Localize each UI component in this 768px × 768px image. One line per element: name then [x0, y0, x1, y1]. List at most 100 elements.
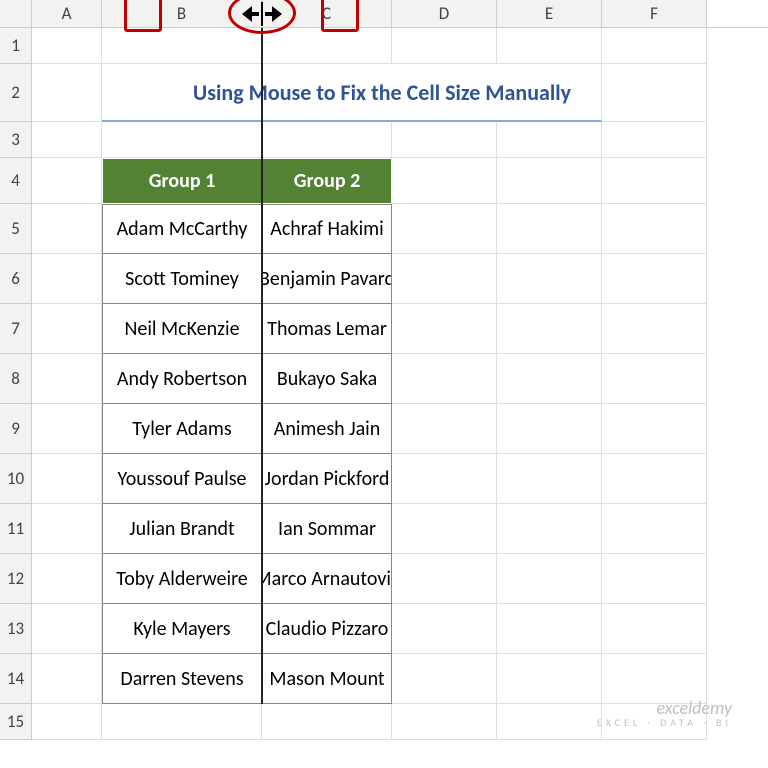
cell-D15[interactable] — [392, 704, 497, 740]
cell-D4[interactable] — [392, 158, 497, 204]
column-resize-line[interactable] — [261, 28, 263, 704]
cell-E14[interactable] — [497, 654, 602, 704]
cell-D3[interactable] — [392, 122, 497, 158]
cell-B2[interactable]: Using Mouse to Fix the Cell Size Manuall… — [102, 64, 262, 122]
cell-F3[interactable] — [602, 122, 707, 158]
cell-E13[interactable] — [497, 604, 602, 654]
cell-B7[interactable]: Neil McKenzie — [102, 304, 262, 354]
row-header-9[interactable]: 9 — [0, 404, 32, 454]
cell-D12[interactable] — [392, 554, 497, 604]
cell-D7[interactable] — [392, 304, 497, 354]
row-header-14[interactable]: 14 — [0, 654, 32, 704]
cell-A13[interactable] — [32, 604, 102, 654]
cell-A3[interactable] — [32, 122, 102, 158]
cell-E3[interactable] — [497, 122, 602, 158]
cell-C13[interactable]: Claudio Pizzaro — [262, 604, 392, 654]
cell-A15[interactable] — [32, 704, 102, 740]
cell-A4[interactable] — [32, 158, 102, 204]
cell-D11[interactable] — [392, 504, 497, 554]
cell-B3[interactable] — [102, 122, 262, 158]
cell-B4[interactable]: Group 1 — [102, 158, 262, 204]
cell-D9[interactable] — [392, 404, 497, 454]
row-header-13[interactable]: 13 — [0, 604, 32, 654]
col-header-a[interactable]: A — [32, 0, 102, 27]
row-header-3[interactable]: 3 — [0, 122, 32, 158]
cell-F2[interactable] — [602, 64, 707, 122]
row-header-6[interactable]: 6 — [0, 254, 32, 304]
row-header-10[interactable]: 10 — [0, 454, 32, 504]
cell-E6[interactable] — [497, 254, 602, 304]
cell-C2[interactable] — [262, 64, 392, 122]
cell-E1[interactable] — [497, 28, 602, 64]
cell-D6[interactable] — [392, 254, 497, 304]
cell-C7[interactable]: Thomas Lemar — [262, 304, 392, 354]
cell-B6[interactable]: Scott Tominey — [102, 254, 262, 304]
cell-C11[interactable]: Ian Sommar — [262, 504, 392, 554]
cell-C15[interactable] — [262, 704, 392, 740]
cell-F8[interactable] — [602, 354, 707, 404]
cell-B10[interactable]: Youssouf Paulse — [102, 454, 262, 504]
cell-A2[interactable] — [32, 64, 102, 122]
row-header-11[interactable]: 11 — [0, 504, 32, 554]
cell-C3[interactable] — [262, 122, 392, 158]
cell-E2[interactable] — [497, 64, 602, 122]
col-header-d[interactable]: D — [392, 0, 497, 27]
cell-F9[interactable] — [602, 404, 707, 454]
cell-F10[interactable] — [602, 454, 707, 504]
cell-E8[interactable] — [497, 354, 602, 404]
cell-B13[interactable]: Kyle Mayers — [102, 604, 262, 654]
cell-D1[interactable] — [392, 28, 497, 64]
cell-C8[interactable]: Bukayo Saka — [262, 354, 392, 404]
cell-C6[interactable]: Benjamin Pavard — [262, 254, 392, 304]
row-header-1[interactable]: 1 — [0, 28, 32, 64]
cell-B14[interactable]: Darren Stevens — [102, 654, 262, 704]
cell-B15[interactable] — [102, 704, 262, 740]
row-header-12[interactable]: 12 — [0, 554, 32, 604]
cell-D2[interactable] — [392, 64, 497, 122]
cell-E10[interactable] — [497, 454, 602, 504]
cell-E4[interactable] — [497, 158, 602, 204]
cell-B8[interactable]: Andy Robertson — [102, 354, 262, 404]
cell-F7[interactable] — [602, 304, 707, 354]
cell-A10[interactable] — [32, 454, 102, 504]
cell-E12[interactable] — [497, 554, 602, 604]
cell-F4[interactable] — [602, 158, 707, 204]
col-header-b[interactable]: B — [102, 0, 262, 27]
cell-D13[interactable] — [392, 604, 497, 654]
cell-B9[interactable]: Tyler Adams — [102, 404, 262, 454]
cell-E5[interactable] — [497, 204, 602, 254]
cell-C9[interactable]: Animesh Jain — [262, 404, 392, 454]
cell-C10[interactable]: Jordan Pickford — [262, 454, 392, 504]
cell-C14[interactable]: Mason Mount — [262, 654, 392, 704]
cell-E7[interactable] — [497, 304, 602, 354]
row-header-4[interactable]: 4 — [0, 158, 32, 204]
cell-D14[interactable] — [392, 654, 497, 704]
cell-A7[interactable] — [32, 304, 102, 354]
cell-A12[interactable] — [32, 554, 102, 604]
cell-B1[interactable] — [102, 28, 262, 64]
cell-E9[interactable] — [497, 404, 602, 454]
col-header-c[interactable]: C — [262, 0, 392, 27]
cell-B12[interactable]: Toby Alderweire — [102, 554, 262, 604]
cell-D8[interactable] — [392, 354, 497, 404]
cell-F1[interactable] — [602, 28, 707, 64]
cell-F13[interactable] — [602, 604, 707, 654]
row-header-7[interactable]: 7 — [0, 304, 32, 354]
cell-B5[interactable]: Adam McCarthy — [102, 204, 262, 254]
cell-B11[interactable]: Julian Brandt — [102, 504, 262, 554]
cell-F6[interactable] — [602, 254, 707, 304]
cell-A6[interactable] — [32, 254, 102, 304]
cell-A11[interactable] — [32, 504, 102, 554]
cell-A1[interactable] — [32, 28, 102, 64]
col-header-f[interactable]: F — [602, 0, 707, 27]
cell-F11[interactable] — [602, 504, 707, 554]
cell-E15[interactable] — [497, 704, 602, 740]
cell-C4[interactable]: Group 2 — [262, 158, 392, 204]
cell-E11[interactable] — [497, 504, 602, 554]
row-header-8[interactable]: 8 — [0, 354, 32, 404]
cell-D5[interactable] — [392, 204, 497, 254]
cell-C1[interactable] — [262, 28, 392, 64]
cell-A5[interactable] — [32, 204, 102, 254]
cell-F5[interactable] — [602, 204, 707, 254]
cell-A14[interactable] — [32, 654, 102, 704]
